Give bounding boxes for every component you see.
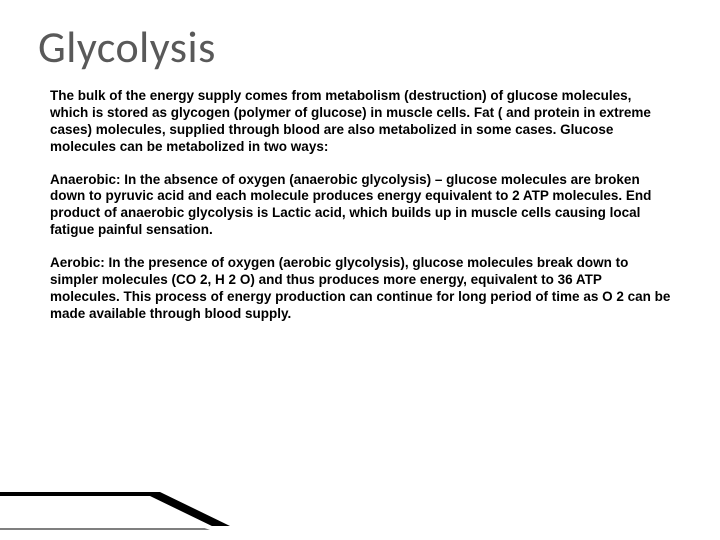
slide-title: Glycolysis — [38, 20, 682, 74]
slide: Glycolysis The bulk of the energy supply… — [0, 0, 720, 540]
corner-decoration-icon — [0, 482, 240, 530]
paragraph-anaerobic: Anaerobic: In the absence of oxygen (ana… — [50, 172, 672, 240]
paragraph-aerobic: Aerobic: In the presence of oxygen (aero… — [50, 255, 672, 323]
slide-body: The bulk of the energy supply comes from… — [38, 88, 682, 323]
paragraph-intro: The bulk of the energy supply comes from… — [50, 88, 672, 156]
